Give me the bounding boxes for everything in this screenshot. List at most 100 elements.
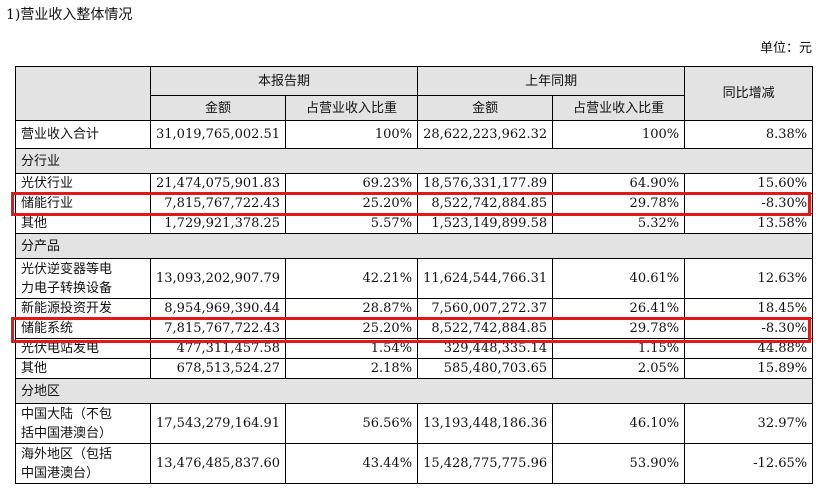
header-prior-share: 占营业收入比重 — [552, 95, 686, 121]
row-label: 新能源投资开发 — [15, 298, 151, 319]
yoy: 44.88% — [684, 338, 814, 359]
section-row-industry: 分行业 — [14, 148, 814, 174]
yoy: -8.30% — [684, 318, 814, 339]
prior-amount: 585,480,703.65 — [417, 358, 554, 379]
row-label: 其他 — [15, 358, 151, 379]
row-label-line: 中国港澳台） — [21, 465, 100, 481]
row-label: 海外地区（包括 中国港澳台） — [15, 443, 151, 484]
row-label-line: 括中国港澳台） — [21, 425, 113, 441]
table-row: 其他 678,513,524.27 2.18% 585,480,703.65 2… — [15, 358, 814, 379]
table-row: 储能系统 7,815,767,722.43 25.20% 8,522,742,8… — [15, 318, 814, 339]
table-row: 新能源投资开发 8,954,969,390.44 28.87% 7,560,00… — [15, 298, 814, 319]
yoy: -8.30% — [684, 193, 814, 214]
section-title: 1)营业收入整体情况 — [6, 7, 133, 23]
header-current-period: 本报告期 — [149, 66, 419, 96]
row-label: 中国大陆（不包 括中国港澳台） — [15, 403, 151, 444]
table-row: 光伏逆变器等电 力电子转换设备 13,093,202,907.79 42.21% … — [15, 258, 814, 299]
prior-amount: 7,560,007,272.37 — [417, 298, 554, 319]
header-cur-share: 占营业收入比重 — [285, 95, 419, 121]
table-row: 光伏电站发电 477,311,457.58 1.54% 329,448,335.… — [15, 338, 814, 359]
row-label: 光伏电站发电 — [15, 338, 151, 359]
table-row-total: 营业收入合计 31,019,765,002.51 100% 28,622,223… — [15, 120, 814, 149]
cur-amount: 21,474,075,901.83 — [149, 173, 287, 194]
header-cur-amount: 金额 — [149, 95, 287, 121]
cur-amount: 477,311,457.58 — [149, 338, 287, 359]
prior-amount: 11,624,544,766.31 — [417, 258, 554, 299]
yoy: -12.65% — [684, 443, 814, 484]
prior-amount: 15,428,775,775.96 — [417, 443, 554, 484]
header-blank — [15, 66, 151, 121]
header-prior-period: 上年同期 — [417, 66, 686, 96]
unit-label: 单位：元 — [759, 41, 812, 56]
cur-amount: 7,815,767,722.43 — [149, 193, 287, 214]
header-prior-amount: 金额 — [417, 95, 554, 121]
cur-amount: 31,019,765,002.51 — [149, 120, 287, 149]
prior-share: 40.61% — [552, 258, 686, 299]
yoy: 32.97% — [684, 403, 814, 444]
prior-share: 64.90% — [552, 173, 686, 194]
cur-amount: 17,543,279,164.91 — [149, 403, 287, 444]
section-label: 分行业 — [14, 148, 814, 174]
prior-share: 100% — [552, 120, 686, 149]
row-label: 光伏逆变器等电 力电子转换设备 — [15, 258, 151, 299]
prior-share: 5.32% — [552, 213, 686, 234]
prior-share: 26.41% — [552, 298, 686, 319]
cur-amount: 678,513,524.27 — [149, 358, 287, 379]
yoy: 13.58% — [684, 213, 814, 234]
row-label-line: 光伏逆变器等电 — [21, 261, 113, 277]
yoy: 15.60% — [684, 173, 814, 194]
cur-share: 100% — [285, 120, 419, 149]
row-label-line: 海外地区（包括 — [21, 446, 113, 462]
row-label: 其他 — [15, 213, 151, 234]
table-row: 海外地区（包括 中国港澳台） 13,476,485,837.60 43.44% 1… — [15, 443, 814, 484]
section-label: 分产品 — [14, 233, 814, 259]
cur-share: 69.23% — [285, 173, 419, 194]
cur-share: 25.20% — [285, 193, 419, 214]
cur-share: 28.87% — [285, 298, 419, 319]
prior-share: 1.15% — [552, 338, 686, 359]
table-row: 其他 1,729,921,378.25 5.57% 1,523,149,899.… — [15, 213, 814, 234]
cur-amount: 7,815,767,722.43 — [149, 318, 287, 339]
cur-share: 43.44% — [285, 443, 419, 484]
section-row-region: 分地区 — [14, 378, 814, 404]
prior-amount: 28,622,223,962.32 — [417, 120, 554, 149]
row-label: 光伏行业 — [15, 173, 151, 194]
cur-share: 2.18% — [285, 358, 419, 379]
row-label-line: 力电子转换设备 — [21, 280, 113, 296]
table-row: 中国大陆（不包 括中国港澳台） 17,543,279,164.91 56.56% … — [15, 403, 814, 444]
cur-share: 5.57% — [285, 213, 419, 234]
prior-amount: 329,448,335.14 — [417, 338, 554, 359]
cur-amount: 13,476,485,837.60 — [149, 443, 287, 484]
row-label: 储能行业 — [15, 193, 151, 214]
row-label: 储能系统 — [15, 318, 151, 339]
yoy: 18.45% — [684, 298, 814, 319]
cur-amount: 1,729,921,378.25 — [149, 213, 287, 234]
cur-share: 56.56% — [285, 403, 419, 444]
yoy: 8.38% — [684, 120, 814, 149]
cur-share: 1.54% — [285, 338, 419, 359]
cur-share: 25.20% — [285, 318, 419, 339]
header-yoy: 同比增减 — [684, 66, 814, 121]
table-row: 储能行业 7,815,767,722.43 25.20% 8,522,742,8… — [15, 193, 814, 214]
prior-amount: 13,193,448,186.36 — [417, 403, 554, 444]
section-label: 分地区 — [14, 378, 814, 404]
prior-share: 2.05% — [552, 358, 686, 379]
row-label: 营业收入合计 — [15, 120, 151, 149]
revenue-table: 本报告期 上年同期 同比增减 金额 占营业收入比重 金额 占营业收入比重 营业收… — [14, 66, 814, 484]
prior-amount: 1,523,149,899.58 — [417, 213, 554, 234]
cur-share: 42.21% — [285, 258, 419, 299]
prior-share: 53.90% — [552, 443, 686, 484]
section-row-product: 分产品 — [14, 233, 814, 259]
prior-share: 29.78% — [552, 318, 686, 339]
prior-amount: 8,522,742,884.85 — [417, 193, 554, 214]
prior-amount: 18,576,331,177.89 — [417, 173, 554, 194]
yoy: 15.89% — [684, 358, 814, 379]
table-row: 光伏行业 21,474,075,901.83 69.23% 18,576,331… — [15, 173, 814, 194]
row-label-line: 中国大陆（不包 — [21, 406, 113, 422]
yoy: 12.63% — [684, 258, 814, 299]
cur-amount: 8,954,969,390.44 — [149, 298, 287, 319]
prior-amount: 8,522,742,884.85 — [417, 318, 554, 339]
prior-share: 29.78% — [552, 193, 686, 214]
cur-amount: 13,093,202,907.79 — [149, 258, 287, 299]
prior-share: 46.10% — [552, 403, 686, 444]
